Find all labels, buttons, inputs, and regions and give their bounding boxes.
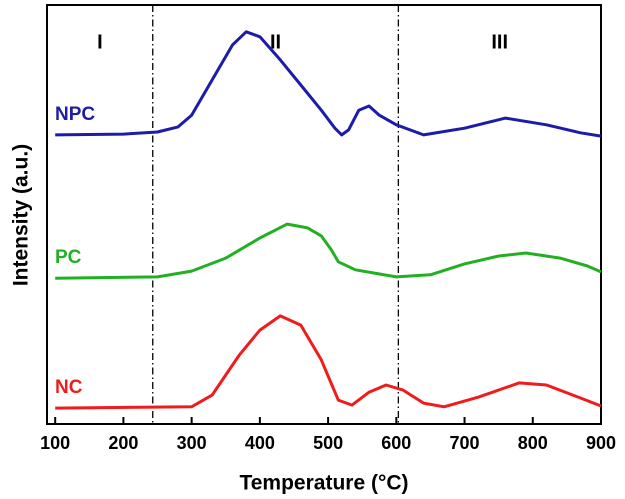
region-label: III <box>491 31 508 53</box>
region-label: I <box>97 31 103 53</box>
x-tick-label: 700 <box>450 433 480 453</box>
x-tick-label: 200 <box>108 433 138 453</box>
plot-frame <box>46 4 602 425</box>
x-tick-label: 400 <box>245 433 275 453</box>
x-tick-label: 100 <box>40 433 70 453</box>
series-label: NC <box>55 377 83 398</box>
x-tick-label: 800 <box>518 433 548 453</box>
x-tick-label: 900 <box>586 433 616 453</box>
x-axis-label: Temperature (°C) <box>239 472 408 495</box>
series-label: NPC <box>55 104 95 125</box>
region-label: II <box>270 31 281 53</box>
series-line <box>55 222 602 280</box>
x-tick-label: 300 <box>177 433 207 453</box>
series-line <box>55 314 602 410</box>
x-tick-label: 600 <box>381 433 411 453</box>
x-tick-label: 500 <box>313 433 343 453</box>
y-axis-label: Intensity (a.u.) <box>10 144 33 286</box>
series-label: PC <box>55 247 82 268</box>
series-line <box>55 30 602 138</box>
